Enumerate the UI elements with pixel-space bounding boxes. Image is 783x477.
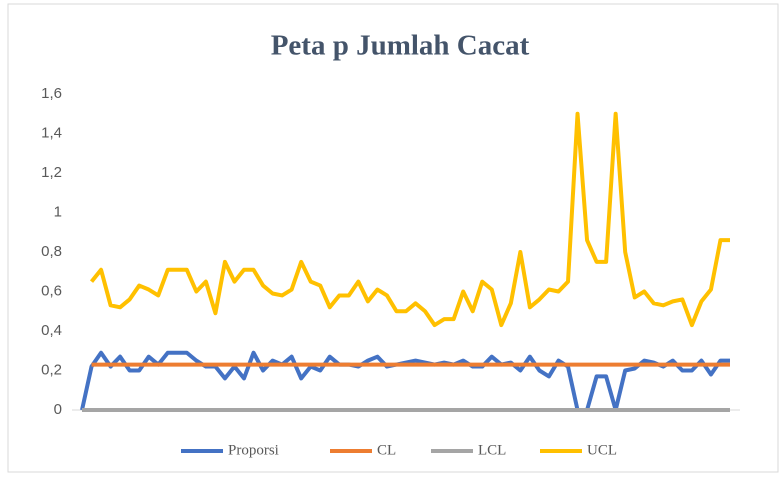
chart-title: Peta p Jumlah Cacat [271, 30, 530, 62]
y-tick-label: 0 [54, 401, 62, 418]
chart-frame [7, 3, 779, 473]
legend-label: Proporsi [228, 442, 279, 458]
series-line [89, 111, 730, 328]
y-tick-label: 0,4 [41, 322, 62, 339]
y-tick-label: 1,4 [41, 124, 62, 141]
y-tick-label: 0,8 [41, 243, 62, 260]
legend-label: CL [377, 442, 396, 458]
y-tick-label: 1,6 [41, 85, 62, 102]
y-tick-label: 0,6 [41, 282, 62, 299]
legend-label: LCL [478, 442, 506, 458]
legend-label: UCL [587, 442, 617, 458]
y-tick-label: 1 [54, 203, 62, 220]
y-tick-label: 0,2 [41, 361, 62, 378]
y-tick-label: 1,2 [41, 164, 62, 181]
